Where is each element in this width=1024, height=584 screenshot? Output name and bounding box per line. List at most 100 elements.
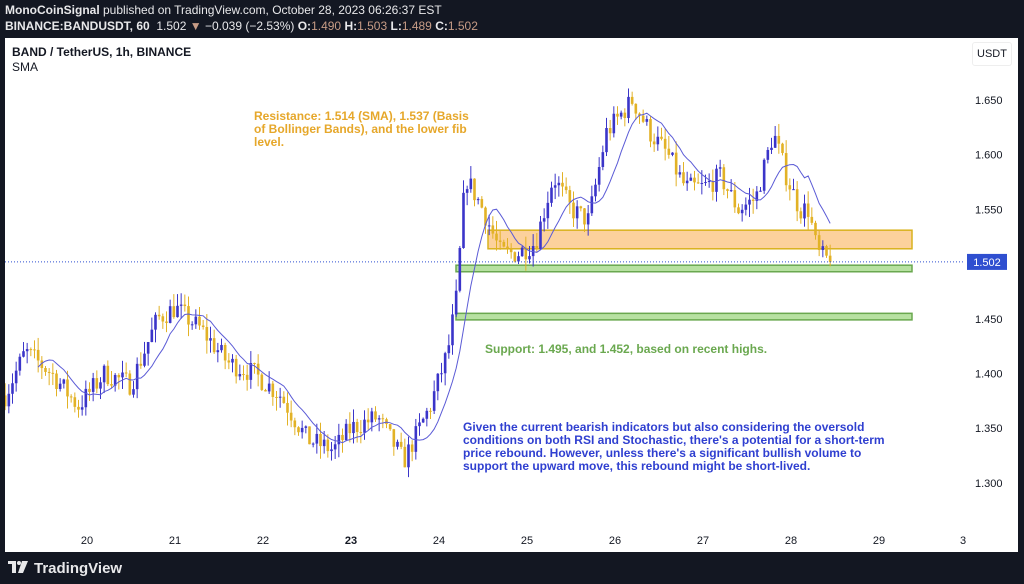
- candle-body: [286, 402, 289, 413]
- candle-body: [25, 349, 29, 352]
- tradingview-logo-icon: [8, 560, 28, 577]
- candle-body: [630, 96, 634, 104]
- publish-date: published on TradingView.com, October 28…: [103, 3, 442, 17]
- support-zone: [455, 312, 913, 321]
- candle-body: [55, 373, 58, 389]
- candle-body: [568, 190, 572, 203]
- candle-body: [557, 182, 561, 186]
- candle-body: [594, 184, 597, 197]
- candle-body: [744, 204, 748, 210]
- candle-body: [146, 342, 150, 354]
- candle-body: [649, 119, 652, 142]
- candle-body: [297, 427, 300, 433]
- candle-body: [176, 305, 179, 318]
- candle-body: [546, 202, 550, 219]
- candle-body: [748, 199, 751, 205]
- candle-body: [355, 421, 359, 433]
- candle-body: [212, 338, 216, 353]
- candle-body: [242, 374, 245, 376]
- x-tick-label: 22: [257, 535, 269, 547]
- candle-body: [102, 365, 106, 383]
- candle-body: [399, 441, 403, 447]
- candle-body: [36, 349, 40, 361]
- indicator-label[interactable]: SMA: [12, 60, 39, 74]
- price-chart[interactable]: 1.650 1.600 1.550 1.450 1.400 1.350 1.300 20 21 2…: [5, 38, 1018, 552]
- candle-body: [223, 344, 227, 361]
- candle-body: [777, 135, 781, 144]
- tradingview-logo[interactable]: TradingView: [8, 560, 122, 577]
- candle-body: [828, 255, 832, 262]
- candle-body: [216, 350, 220, 353]
- candle-body: [300, 427, 304, 433]
- candle-body: [330, 449, 333, 452]
- candle-body: [550, 187, 553, 203]
- candle-body: [157, 314, 161, 317]
- chart-panel[interactable]: 1.650 1.600 1.550 1.450 1.400 1.350 1.300 20 21 2…: [5, 38, 1018, 552]
- candle-body: [608, 128, 612, 134]
- candle-body: [388, 424, 392, 430]
- candle-body: [520, 247, 524, 257]
- candle-body: [627, 96, 630, 119]
- candle-body: [289, 412, 293, 421]
- candle-body: [227, 360, 231, 363]
- candle-body: [652, 141, 656, 145]
- candle-body: [535, 245, 539, 250]
- candle-body: [781, 143, 784, 154]
- candle-body: [198, 316, 201, 326]
- candle-body: [586, 213, 590, 225]
- x-tick-label: 24: [433, 535, 445, 547]
- close-value: 1.502: [447, 19, 478, 33]
- candle-body: [113, 374, 117, 386]
- candle-body: [95, 378, 99, 389]
- candle-body: [762, 159, 766, 191]
- x-tick-label: 23: [345, 535, 357, 547]
- currency-button[interactable]: USDT: [972, 42, 1012, 66]
- candle-body: [187, 306, 190, 325]
- candle-body: [352, 421, 355, 434]
- candle-body: [66, 379, 69, 397]
- candle-body: [524, 247, 528, 260]
- candle-body: [451, 314, 454, 346]
- candle-body: [502, 241, 506, 247]
- candle-body: [440, 373, 443, 375]
- candle-body: [271, 383, 275, 397]
- candle-body: [674, 152, 678, 175]
- candle-body: [333, 444, 337, 450]
- candle-body: [128, 373, 132, 395]
- candle-body: [740, 209, 744, 214]
- candle-body: [476, 199, 480, 201]
- candle-body: [425, 410, 429, 419]
- candle-body: [715, 168, 718, 192]
- candle-body: [601, 152, 605, 167]
- support-note: Support: 1.495, and 1.452, based on rece…: [485, 342, 768, 356]
- candle-body: [267, 383, 271, 392]
- candle-body: [462, 192, 465, 248]
- candle-body: [612, 113, 616, 134]
- candle-body: [154, 314, 157, 330]
- candle-body: [62, 379, 66, 384]
- candle-body: [583, 208, 586, 225]
- candle-body: [22, 351, 25, 357]
- candle-body: [682, 172, 685, 184]
- x-tick-label: 20: [81, 535, 93, 547]
- candle-body: [143, 353, 146, 366]
- down-arrow-icon: ▼: [189, 19, 202, 33]
- candle-body: [139, 363, 143, 366]
- chart-title: BAND / TetherUS, 1h, BINANCE: [12, 45, 192, 59]
- candle-body: [33, 349, 36, 351]
- candle-body: [58, 383, 62, 389]
- candle-body: [7, 393, 11, 407]
- candle-body: [209, 338, 212, 341]
- candle-body: [564, 186, 568, 191]
- candle-body: [165, 321, 168, 323]
- brand-name: TradingView: [34, 560, 123, 577]
- candle-body: [825, 246, 828, 256]
- candle-body: [377, 418, 381, 420]
- candle-body: [414, 426, 418, 452]
- candle-body: [792, 189, 795, 191]
- candle-body: [421, 418, 425, 423]
- candle-body: [410, 444, 414, 452]
- candle-body: [253, 363, 256, 365]
- candle-body: [491, 225, 495, 234]
- candle-body: [498, 240, 502, 242]
